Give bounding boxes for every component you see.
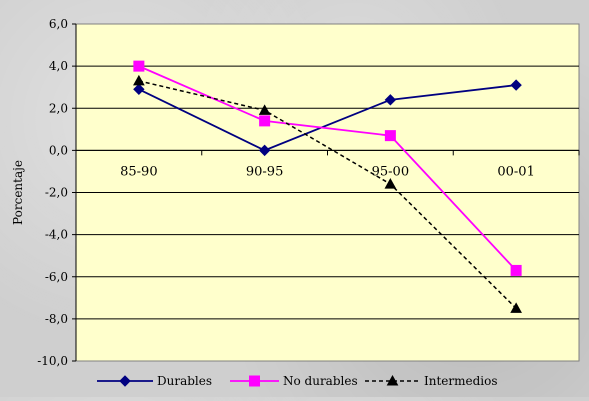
legend-label: Intermedios bbox=[424, 374, 498, 388]
y-tick-label: 6,0 bbox=[49, 17, 68, 31]
series-line-intermedios bbox=[138, 80, 517, 309]
legend-marker bbox=[386, 374, 399, 386]
y-tick-label: 4,0 bbox=[49, 59, 68, 73]
x-tick-label: 85-90 bbox=[120, 164, 157, 179]
data-point bbox=[133, 60, 145, 72]
y-tick-label: -10,0 bbox=[37, 354, 68, 368]
legend-marker bbox=[249, 375, 260, 387]
data-point bbox=[384, 130, 396, 142]
data-point bbox=[510, 79, 522, 91]
y-tick-label: -6,0 bbox=[45, 270, 68, 284]
x-tick-label: 90-95 bbox=[246, 164, 283, 179]
data-point bbox=[510, 302, 522, 313]
x-tick-label: 00-01 bbox=[497, 164, 534, 179]
y-tick-label: -8,0 bbox=[45, 312, 68, 326]
y-tick-label: -4,0 bbox=[45, 228, 68, 242]
y-tick-label: 0,0 bbox=[49, 143, 68, 157]
y-axis-title: Porcentaje bbox=[11, 160, 25, 225]
legend-marker bbox=[119, 375, 131, 387]
data-point bbox=[510, 264, 522, 276]
x-tick-label: 95-00 bbox=[372, 164, 409, 179]
data-point bbox=[384, 94, 397, 106]
data-point bbox=[258, 104, 271, 115]
y-tick-label: -2,0 bbox=[45, 186, 68, 200]
data-point bbox=[384, 178, 397, 189]
series-line-no-durables bbox=[138, 65, 517, 272]
legend-label: No durables bbox=[283, 374, 358, 388]
y-tick-label: 2,0 bbox=[49, 101, 68, 115]
data-point bbox=[133, 83, 145, 96]
series-line-durables bbox=[138, 84, 517, 152]
data-point bbox=[259, 115, 271, 127]
legend-label: Durables bbox=[157, 374, 212, 388]
data-point bbox=[133, 74, 145, 86]
data-point bbox=[258, 144, 271, 157]
